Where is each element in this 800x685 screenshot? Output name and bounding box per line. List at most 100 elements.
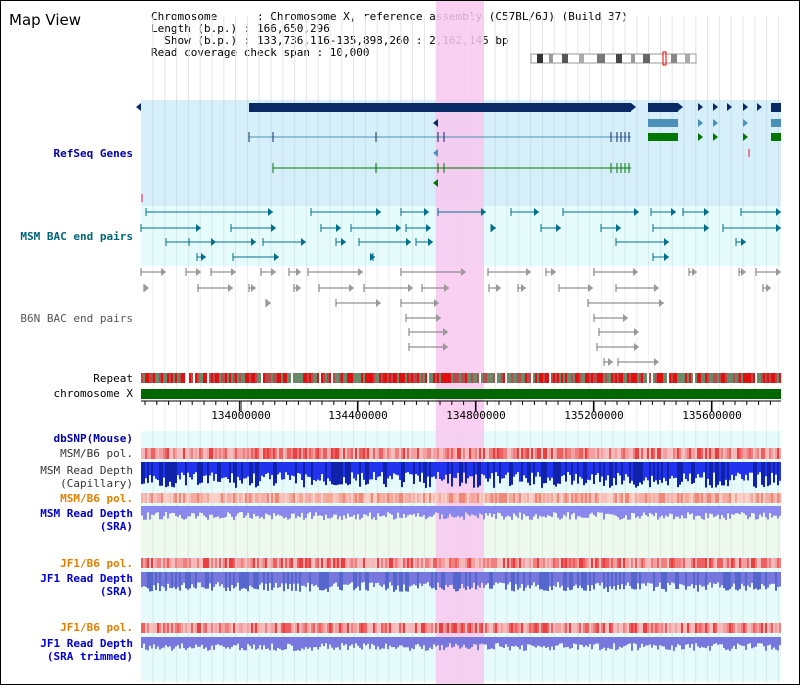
polymorphism-cell: [345, 558, 347, 568]
depth-bar: [571, 637, 573, 649]
polymorphism-cell: [733, 493, 735, 503]
polymorphism-cell: [177, 623, 179, 633]
polymorphism-cell: [501, 623, 503, 633]
repeat-mark: [591, 373, 593, 383]
depth-bar: [395, 572, 397, 590]
polymorphism-cell: [535, 623, 537, 633]
depth-bar: [473, 637, 475, 645]
repeat-mark: [689, 373, 691, 383]
polymorphism-cell: [567, 623, 569, 633]
depth-bar: [237, 572, 239, 583]
depth-bar: [233, 637, 235, 645]
polymorphism-cell: [769, 558, 771, 568]
depth-bar: [325, 462, 327, 486]
bac-end-arrow: [196, 268, 201, 276]
depth-bar: [313, 637, 315, 648]
track-label-msm-bac[interactable]: MSM BAC end pairs: [20, 230, 133, 243]
depth-bar: [231, 462, 233, 474]
track-label-jf1-depth-trimmed[interactable]: JF1 Read Depth (SRA trimmed): [40, 637, 133, 663]
depth-bar: [573, 637, 575, 644]
polymorphism-cell: [187, 623, 189, 633]
polymorphism-cell: [397, 493, 399, 503]
polymorphism-cell: [585, 558, 587, 568]
polymorphism-cell: [141, 493, 143, 503]
depth-bar: [565, 637, 567, 648]
bac-end-arrow: [296, 284, 301, 292]
depth-bar: [427, 572, 429, 583]
polymorphism-cell: [469, 623, 471, 633]
depth-bar: [695, 637, 697, 644]
depth-bar: [405, 462, 407, 473]
track-label-msm-pol-1[interactable]: MSM/B6 pol.: [60, 447, 133, 460]
depth-bar: [175, 506, 177, 516]
depth-bar: [299, 462, 301, 474]
depth-bar: [419, 506, 421, 517]
depth-bar: [243, 462, 245, 479]
polymorphism-cell: [411, 558, 413, 568]
polymorphism-cell: [345, 493, 347, 503]
polymorphism-cell: [697, 623, 699, 633]
polymorphism-cell: [587, 493, 589, 503]
track-label-repeat[interactable]: Repeat: [93, 372, 133, 385]
depth-bar: [435, 506, 437, 513]
depth-bar: [375, 506, 377, 520]
depth-bar: [699, 506, 701, 517]
depth-bar: [425, 462, 427, 488]
polymorphism-cell: [645, 448, 647, 459]
polymorphism-cell: [565, 493, 567, 503]
depth-bar: [707, 637, 709, 646]
track-label-dbsnp[interactable]: dbSNP(Mouse): [53, 432, 133, 445]
track-label-msm-depth-capillary[interactable]: MSM Read Depth (Capillary): [40, 464, 133, 490]
polymorphism-cell: [207, 558, 209, 568]
polymorphism-cell: [707, 623, 709, 633]
polymorphism-cell: [483, 623, 485, 633]
depth-bar: [591, 572, 593, 586]
polymorphism-cell: [645, 623, 647, 633]
polymorphism-cell: [259, 558, 261, 568]
polymorphism-cell: [197, 448, 199, 459]
polymorphism-cell: [771, 558, 773, 568]
depth-bar: [701, 572, 703, 587]
depth-bar: [479, 462, 481, 486]
polymorphism-cell: [615, 493, 617, 503]
depth-bar: [341, 506, 343, 520]
track-label-refseq[interactable]: RefSeq Genes: [53, 147, 133, 160]
polymorphism-cell: [329, 558, 331, 568]
depth-bar: [383, 506, 385, 516]
depth-bar: [415, 572, 417, 586]
depth-bar: [455, 462, 457, 479]
polymorphism-cell: [687, 558, 689, 568]
track-label-msm-pol-2[interactable]: MSM/B6 pol.: [60, 492, 133, 505]
depth-bar: [553, 462, 555, 485]
polymorphism-cell: [447, 558, 449, 568]
repeat-mark: [755, 373, 757, 383]
polymorphism-cell: [733, 623, 735, 633]
polymorphism-cell: [305, 558, 307, 568]
depth-bar: [155, 462, 157, 479]
track-label-jf1-pol-1[interactable]: JF1/B6 pol.: [60, 557, 133, 570]
depth-bar: [373, 637, 375, 646]
depth-bar: [181, 572, 183, 586]
depth-bar: [279, 506, 281, 516]
polymorphism-cell: [759, 448, 761, 459]
polymorphism-cell: [639, 623, 641, 633]
depth-bar: [533, 506, 535, 517]
track-label-msm-depth-sra[interactable]: MSM Read Depth (SRA): [40, 507, 133, 533]
track-label-jf1-pol-2[interactable]: JF1/B6 pol.: [60, 621, 133, 634]
depth-bar: [517, 506, 519, 518]
repeat-mark: [779, 373, 781, 383]
depth-bar: [779, 637, 781, 646]
depth-bar: [349, 572, 351, 584]
depth-bar: [669, 572, 671, 586]
depth-bar: [687, 462, 689, 482]
polymorphism-cell: [411, 623, 413, 633]
polymorphism-cell: [757, 623, 759, 633]
depth-bar: [717, 506, 719, 515]
repeat-mark: [185, 373, 187, 383]
polymorphism-cell: [225, 623, 227, 633]
track-label-chromosome[interactable]: chromosome X: [53, 387, 133, 400]
track-label-jf1-depth-sra[interactable]: JF1 Read Depth (SRA): [40, 572, 133, 598]
track-label-b6n-bac[interactable]: B6N BAC end pairs: [20, 312, 133, 325]
depth-bar: [535, 462, 537, 477]
